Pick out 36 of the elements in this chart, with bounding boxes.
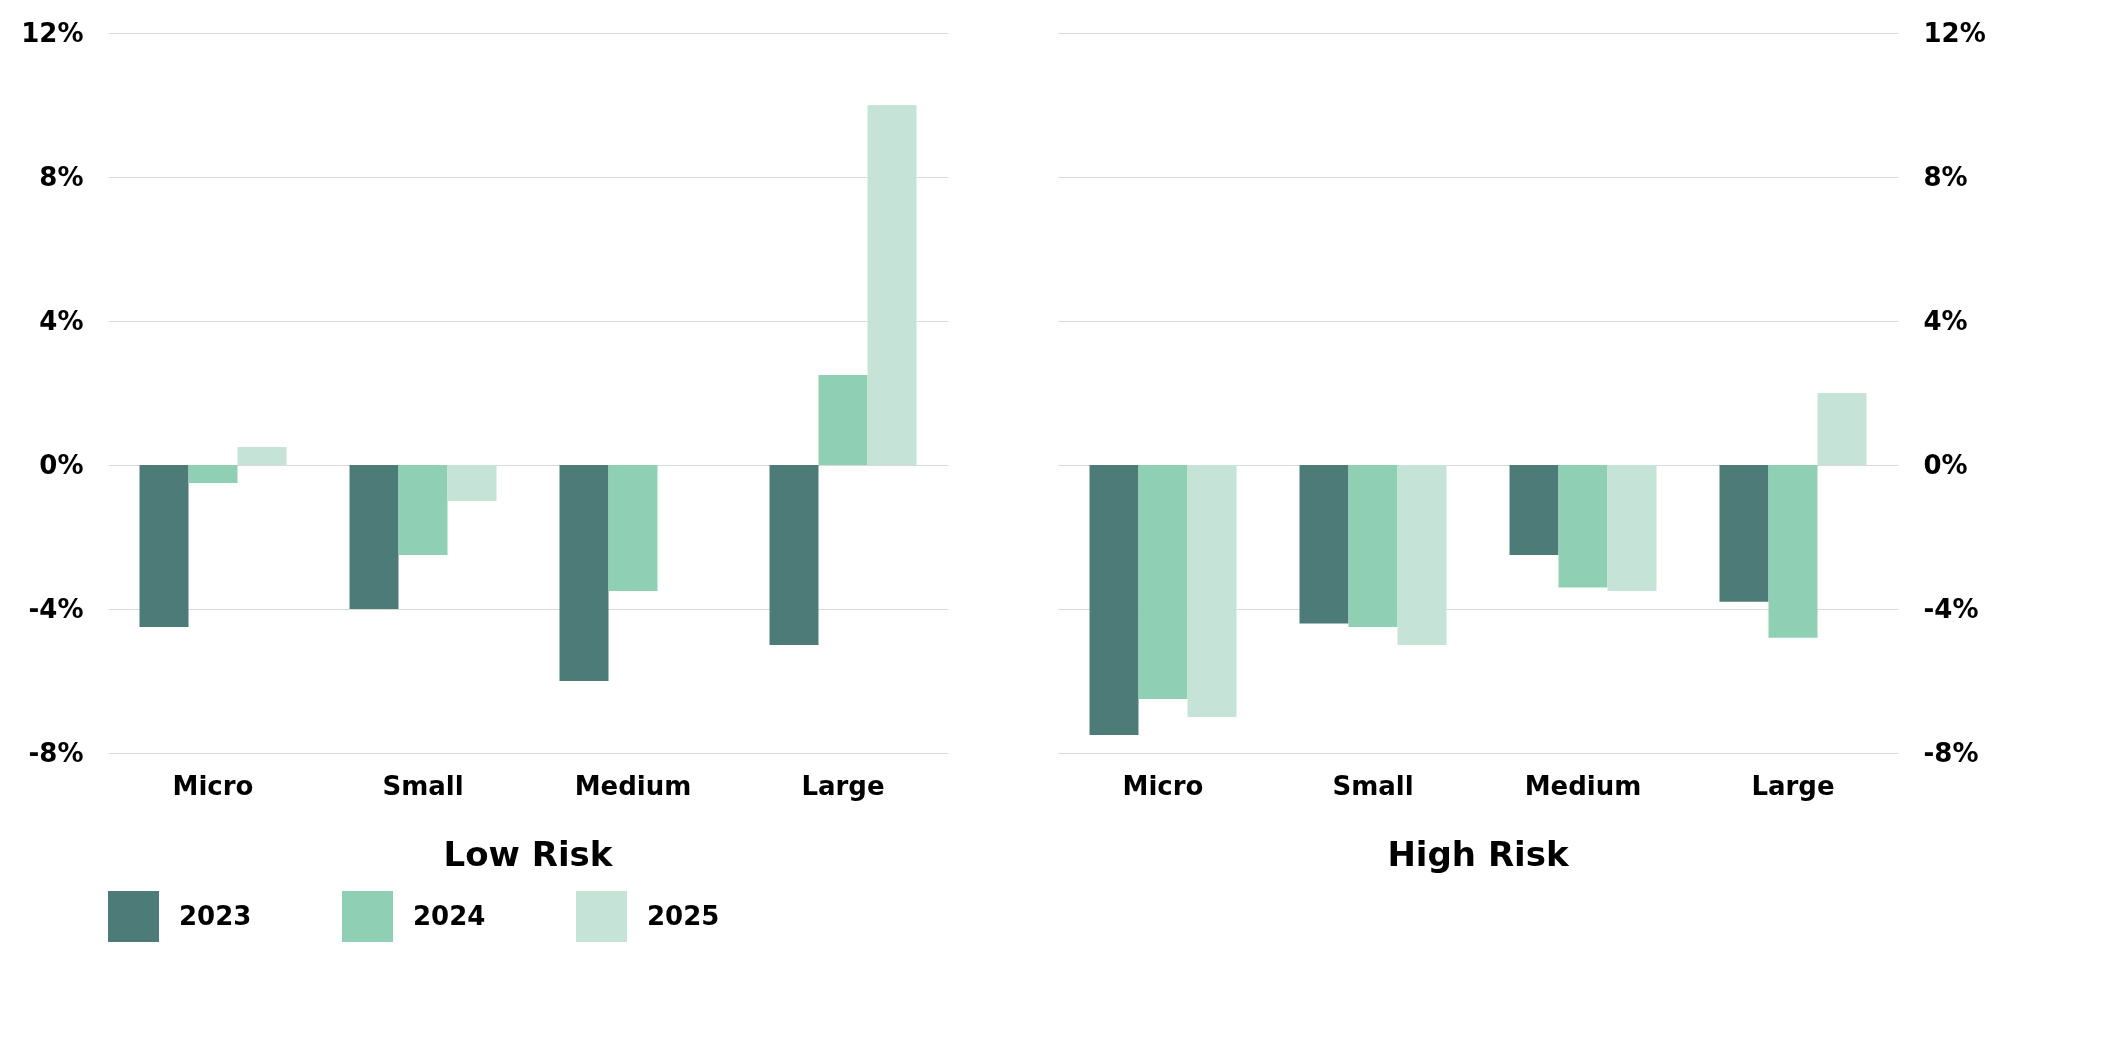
bar [559,465,609,681]
text: Low Risk [443,834,614,874]
bar [447,465,497,501]
bar [608,465,658,591]
bar [867,105,917,465]
text: High Risk [1387,834,1570,874]
y-tick-label: 4% [1923,305,1968,336]
bar [237,447,287,465]
y-tick-label: 12% [1923,17,1986,48]
y-tick-label: 12% [21,17,84,48]
legend-label: 2023 [179,900,252,931]
legend-label: 2024 [413,900,486,931]
y-tick-label: -4% [28,593,84,624]
x-tick-label: Medium [574,770,692,801]
y-tick-label: -4% [1923,593,1979,624]
y-tick-label: -8% [1923,737,1979,768]
bar [139,465,189,627]
x-tick-label: Small [1332,770,1414,801]
legend-label: 2025 [647,900,720,931]
bar [398,465,448,555]
bar [188,465,238,483]
bar [349,465,399,609]
bar [769,465,819,645]
x-tick-label: Micro [1122,770,1204,801]
x-tick-label: Small [382,770,464,801]
y-tick-label: 8% [39,161,84,192]
y-tick-label: -8% [28,737,84,768]
x-tick-label: Medium [1524,770,1642,801]
y-tick-label: 0% [1923,449,1968,480]
x-tick-label: Large [1751,770,1835,801]
y-tick-label: 4% [39,305,84,336]
x-tick-label: Micro [172,770,254,801]
y-tick-label: 8% [1923,161,1968,192]
x-tick-label: Large [801,770,885,801]
bar [818,375,868,465]
y-tick-label: 0% [39,449,84,480]
